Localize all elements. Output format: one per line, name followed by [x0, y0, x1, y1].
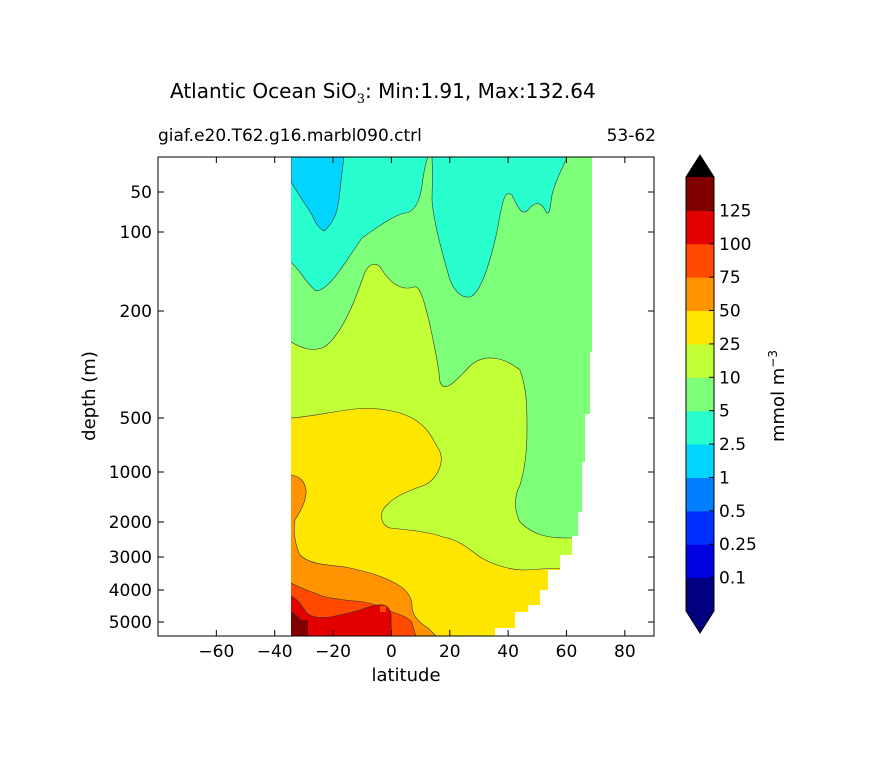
- contour-region-silicate-1-2.5: [291, 157, 345, 232]
- y-tick-label: 5000: [109, 613, 152, 633]
- x-tick-label: 80: [614, 642, 636, 662]
- colorbar-segment: [686, 577, 714, 612]
- chart-title-subscript: 3: [356, 92, 366, 107]
- colorbar-label: mmol m−3: [766, 350, 789, 442]
- y-tick-label: 3000: [109, 548, 152, 568]
- x-tick-label: 0: [386, 642, 397, 662]
- colorbar-tick-label: 2.5: [719, 435, 746, 455]
- colorbar-unit-exponent: −3: [766, 350, 780, 368]
- y-tick-label: 200: [120, 302, 152, 322]
- colorbar-tick-label: 5: [719, 402, 730, 422]
- colorbar-tick-label: 0.5: [719, 502, 746, 522]
- colorbar-unit: mmol m: [768, 368, 789, 442]
- colorbar-segment: [686, 544, 714, 579]
- y-tick-label: 2000: [109, 513, 152, 533]
- colorbar-tick-label: 50: [719, 302, 741, 322]
- colorbar-tick-label: 0.1: [719, 569, 746, 589]
- colorbar-extend-min: [686, 611, 714, 633]
- y-axis: 50 100 200 500 1000 2000 3000 4000 5000: [109, 183, 654, 633]
- deep-basin-block: [380, 606, 386, 612]
- x-tick-label: 60: [556, 642, 578, 662]
- year-range: 53-62: [606, 126, 656, 146]
- colorbar-segment: [686, 177, 714, 211]
- colorbar-segment: [686, 444, 714, 478]
- x-tick-label: 40: [497, 642, 519, 662]
- y-tick-label: 50: [130, 183, 152, 203]
- x-axis: −60 −40 −20 0 20 40 60 80: [198, 157, 636, 662]
- colorbar-segment: [686, 310, 714, 345]
- deep-basin-blocks: [300, 606, 386, 636]
- colorbar-tick-label: 75: [719, 268, 741, 288]
- colorbar: 0.1 0.25 0.5 1 2.5 5 10 25 50 75 100 125: [685, 154, 757, 634]
- colorbar-tick-label: 0.25: [719, 535, 757, 555]
- x-tick-label: 20: [439, 642, 461, 662]
- x-tick-label: −20: [315, 642, 351, 662]
- colorbar-segment: [686, 277, 714, 312]
- colorbar-tick-label: 1: [719, 468, 730, 488]
- y-tick-label: 4000: [109, 581, 152, 601]
- colorbar-segment: [686, 210, 714, 245]
- run-name: giaf.e20.T62.g16.marbl090.ctrl: [158, 126, 422, 146]
- y-tick-label: 100: [120, 223, 152, 243]
- y-axis-label: depth (m): [79, 351, 100, 441]
- deep-basin-block: [318, 628, 332, 636]
- colorbar-tick-label: 100: [719, 235, 751, 255]
- chart-title: Atlantic Ocean SiO3: Min:1.91, Max:132.6…: [170, 79, 596, 107]
- y-tick-label: 1000: [109, 463, 152, 483]
- x-axis-label: latitude: [371, 665, 440, 686]
- colorbar-tick-label: 10: [719, 368, 741, 388]
- contour-region-silicate-100-125: [291, 595, 393, 636]
- deep-basin-block: [370, 612, 382, 622]
- deep-basin-block: [346, 620, 352, 628]
- x-tick-label: −40: [257, 642, 293, 662]
- plot-frame: [157, 156, 655, 637]
- colorbar-segment: [686, 243, 714, 278]
- colorbar-segment: [686, 410, 714, 445]
- x-tick-label: −60: [198, 642, 234, 662]
- colorbar-tick-label: 25: [719, 335, 741, 355]
- colorbar-outline: [685, 154, 715, 634]
- colorbar-segment: [686, 343, 714, 378]
- colorbar-segment: [686, 377, 714, 412]
- colorbar-segment: [686, 510, 714, 545]
- y-tick-label: 500: [120, 409, 152, 429]
- chart-title-prefix: Atlantic Ocean SiO: [170, 79, 357, 103]
- chart-title-suffix: : Min:1.91, Max:132.64: [365, 79, 596, 103]
- deep-basin-block: [300, 620, 308, 636]
- colorbar-segment: [686, 477, 714, 512]
- colorbar-tick-label: 125: [719, 201, 751, 221]
- colorbar-extend-max: [686, 155, 714, 177]
